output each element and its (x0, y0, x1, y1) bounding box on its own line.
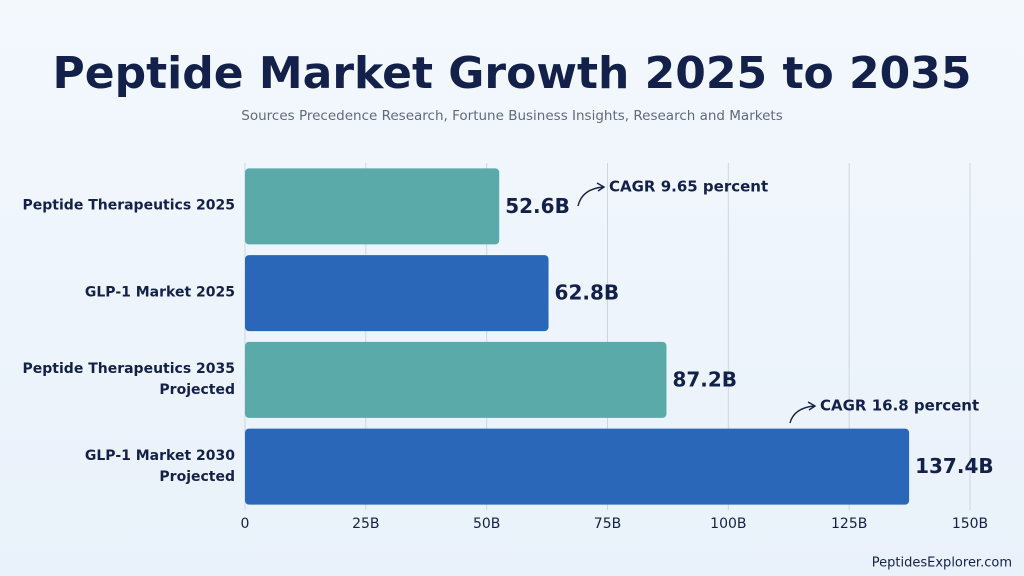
y-tick-label: Peptide Therapeutics 2025 (22, 197, 235, 214)
annotation: CAGR 16.8 percent (820, 397, 979, 415)
value-label: 87.2B (672, 367, 737, 391)
x-tick-label: 100B (710, 516, 746, 532)
bar (245, 255, 549, 332)
value-label: 137.4B (915, 454, 994, 478)
annotation-arrow (577, 186, 604, 207)
chart-title: Peptide Market Growth 2025 to 2035 (53, 48, 972, 99)
watermark: PeptidesExplorer.com (872, 556, 1012, 571)
x-tick-label: 75B (594, 516, 621, 532)
x-tick-label: 150B (952, 516, 988, 532)
annotation-arrowhead (807, 401, 817, 411)
bar (245, 168, 500, 245)
bar (245, 341, 667, 418)
y-tick-label: Peptide Therapeutics 2035 Projected (22, 360, 235, 398)
value-label: 52.6B (505, 194, 570, 218)
x-tick-label: 0 (241, 516, 250, 532)
x-tick-label: 50B (473, 516, 500, 532)
annotation: CAGR 9.65 percent (609, 178, 768, 196)
y-tick-label: GLP-1 Market 2030 Projected (84, 447, 235, 485)
annotation-arrow (789, 405, 815, 424)
y-tick-label: GLP-1 Market 2025 (84, 284, 235, 301)
x-tick-label: 125B (831, 516, 867, 532)
chart-subtitle: Sources Precedence Research, Fortune Bus… (241, 108, 782, 124)
annotation-arrowhead (596, 182, 606, 192)
x-tick-label: 25B (352, 516, 379, 532)
bar (245, 428, 910, 505)
value-label: 62.8B (555, 281, 620, 305)
